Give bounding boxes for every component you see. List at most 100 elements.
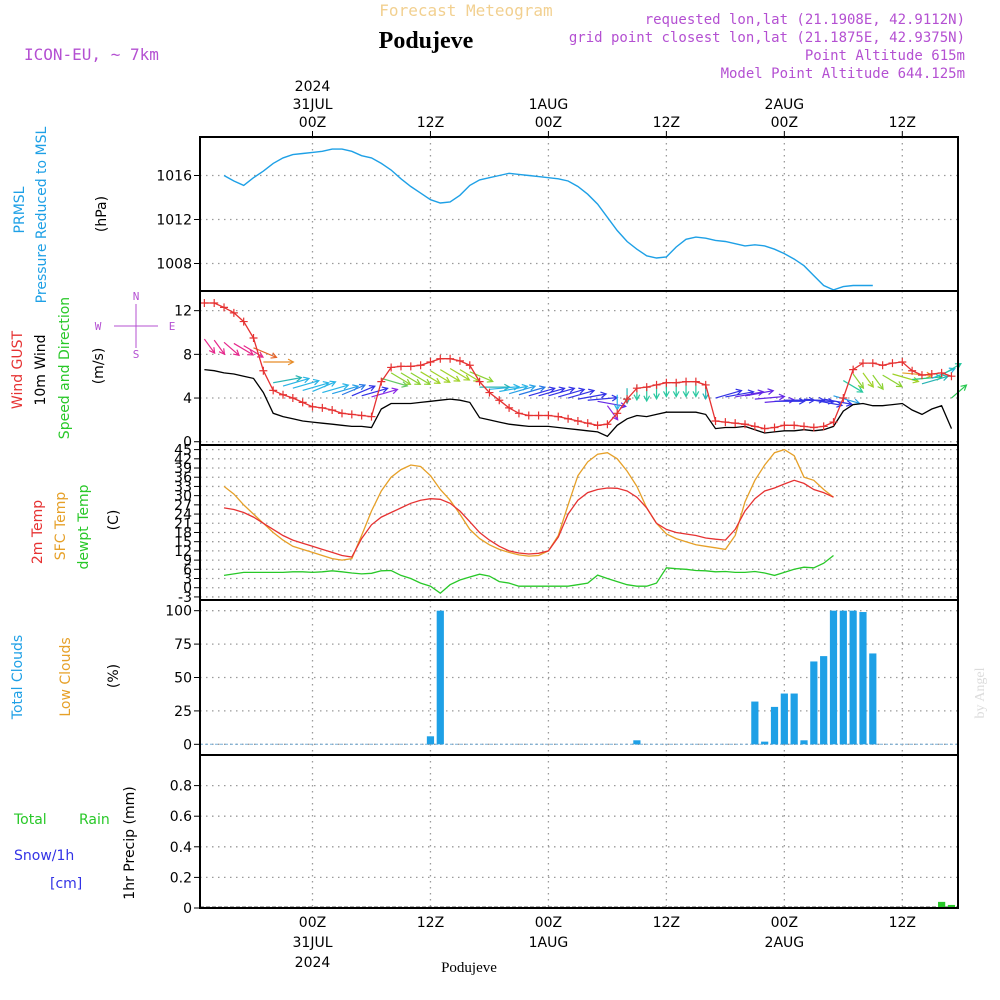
y-tick-label: 1008	[156, 257, 192, 273]
wind-arrow	[223, 341, 240, 356]
label-total-clouds: Total Clouds	[10, 635, 26, 720]
gust-marker	[269, 386, 278, 395]
wind-arrow	[322, 384, 349, 394]
wind-arrow-head	[538, 385, 547, 392]
cloud-bar	[820, 656, 828, 745]
wind-arrow	[587, 397, 618, 401]
gust-marker	[927, 370, 936, 379]
wind-arrow	[459, 369, 480, 382]
model-altitude: Model Point Altitude 644.125m	[721, 66, 965, 82]
wind-arrow	[538, 387, 565, 397]
wind-arrow	[852, 373, 864, 389]
wind-arrow-head	[682, 391, 690, 398]
bottom-time-label: 12Z	[417, 915, 444, 931]
gust-marker	[200, 299, 209, 308]
y-tick-label: 0	[183, 737, 192, 753]
label-dewpt: dewpt Temp	[76, 484, 92, 569]
model-label: ICON-EU, ~ 7km	[24, 45, 159, 64]
watermark: by Angel	[973, 667, 988, 718]
wind-arrow	[558, 388, 585, 398]
gust-marker	[465, 361, 474, 370]
gust-marker	[298, 398, 307, 407]
wind-arrow	[528, 387, 555, 397]
wind-arrow-head	[633, 394, 641, 402]
wind-arrow-head	[757, 389, 765, 397]
wind-arrow-head	[358, 383, 367, 391]
point-altitude: Point Altitude 615m	[805, 48, 965, 64]
wind-arrow-head	[529, 384, 537, 391]
wind-arrow-head	[208, 347, 216, 355]
cloud-bar	[800, 740, 808, 745]
label-percent: (%)	[106, 664, 122, 688]
wind-arrow-head	[588, 388, 596, 396]
wind-arrow	[351, 385, 376, 397]
y-tick-label: 8	[183, 347, 192, 363]
wind-arrow-head	[767, 388, 775, 395]
y-tick-label: 27	[174, 498, 192, 514]
wind-arrow-head	[233, 349, 240, 357]
bottom-time-label: 2024	[295, 955, 331, 971]
label-prmsl: PRMSL	[12, 186, 28, 233]
wind-arrow	[882, 374, 903, 388]
wind-arrow-head	[218, 348, 226, 356]
gust-marker	[711, 416, 720, 425]
label-gust: Wind GUST	[10, 330, 26, 409]
y-tick-label: 0.4	[170, 840, 192, 856]
y-tick-label: 1012	[156, 213, 192, 229]
wind-arrow-head	[342, 383, 350, 390]
wind-arrow-head	[672, 391, 680, 398]
wind-arrow	[292, 380, 319, 389]
compass-rose: N W E S	[95, 290, 176, 361]
compass-e: E	[169, 320, 176, 333]
wind-arrow-head	[735, 388, 743, 396]
compass-w: W	[95, 320, 102, 333]
y-tick-label: 39	[174, 461, 192, 477]
cloud-bar	[751, 701, 759, 745]
gust-marker	[741, 420, 750, 429]
wind-arrow	[331, 385, 359, 395]
wind-arrow	[715, 389, 742, 399]
y-tick-label: 0	[183, 901, 192, 917]
title-faint: Forecast Meteogram	[379, 1, 552, 20]
wind-arrow-head	[401, 381, 409, 388]
gust-marker	[455, 356, 464, 365]
wind-arrow-head	[433, 377, 441, 384]
wind-arrow-head	[368, 384, 376, 392]
series-wind-gust	[204, 302, 952, 430]
gust-marker	[318, 403, 327, 412]
wind-arrow-head	[798, 397, 806, 405]
gust-marker	[544, 411, 553, 420]
wind-arrow-head	[619, 402, 627, 409]
wind-arrow-head	[856, 386, 864, 393]
wind-arrow	[744, 390, 774, 397]
gust-marker	[623, 395, 632, 404]
wind-arrow	[548, 387, 575, 397]
wind-arrow	[823, 398, 852, 405]
gust-marker	[888, 359, 897, 368]
gust-marker	[937, 368, 946, 377]
wind-arrow-head	[270, 352, 278, 359]
wind-arrow	[803, 398, 834, 403]
wind-arrow	[843, 380, 863, 393]
gust-marker	[790, 421, 799, 430]
top-time-label: 12Z	[889, 115, 916, 131]
gust-marker	[524, 411, 533, 420]
gust-marker	[249, 333, 258, 342]
wind-arrow	[518, 386, 546, 396]
y-tick-label: 100	[165, 604, 192, 620]
wind-arrow	[273, 377, 302, 384]
top-time-label: 1AUG	[529, 97, 569, 113]
wind-arrow	[213, 339, 225, 355]
gust-marker	[514, 409, 523, 418]
wind-arrow	[312, 381, 336, 393]
cloud-bar	[436, 610, 444, 745]
y-tick-label: 3	[183, 572, 192, 588]
wind-arrow-head	[662, 391, 670, 398]
wind-arrow-head	[845, 400, 854, 407]
label-pressure: Pressure Reduced to MSL	[34, 126, 50, 303]
wind-arrow	[390, 372, 411, 385]
wind-arrow	[892, 373, 919, 383]
wind-arrow-head	[836, 401, 844, 408]
gust-marker	[819, 422, 828, 431]
